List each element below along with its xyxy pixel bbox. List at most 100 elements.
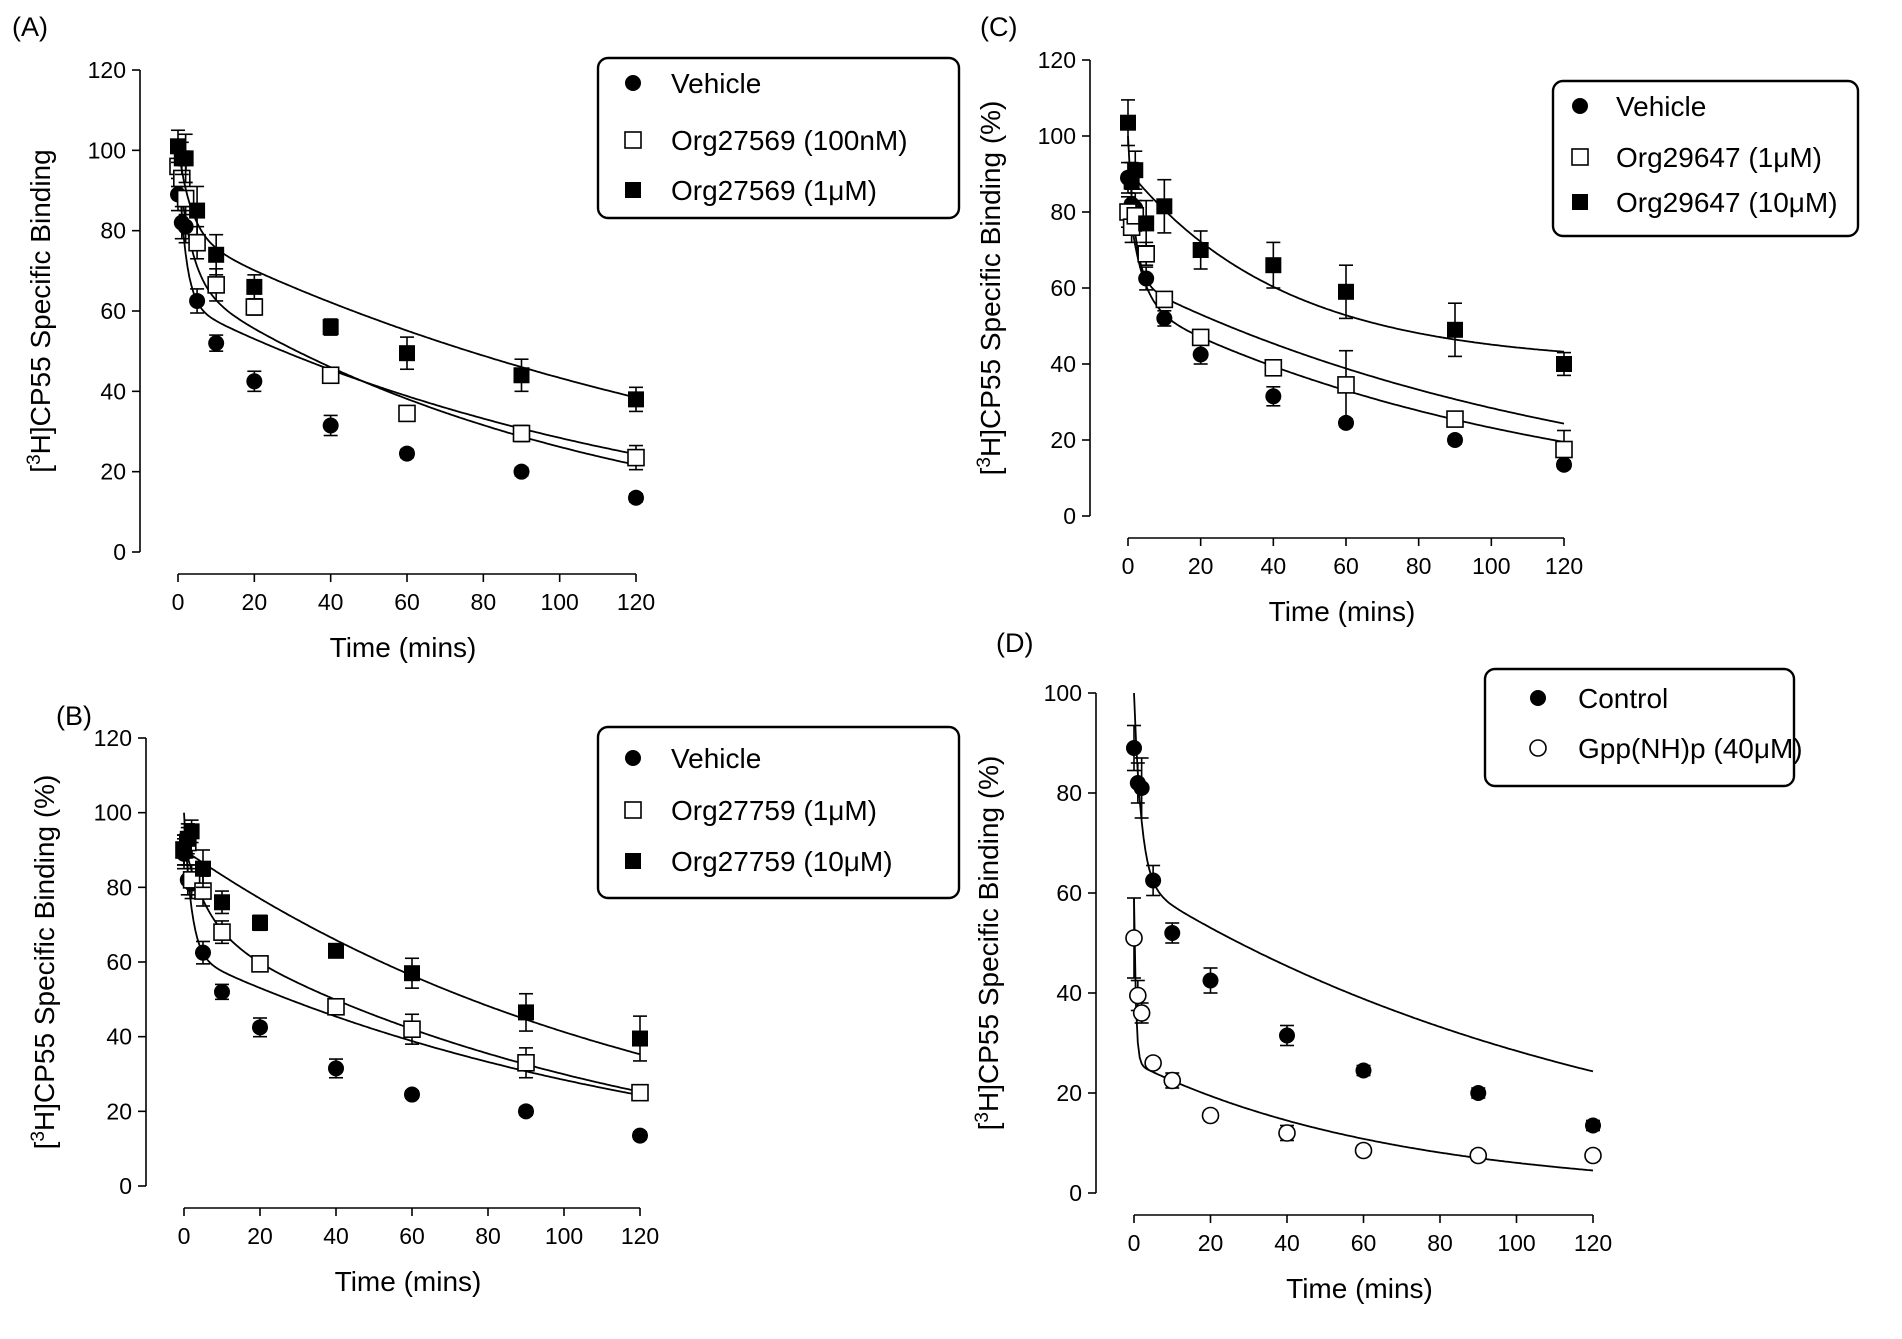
data-point <box>1192 242 1209 258</box>
legend: Vehicle Org29647 (1μM) Org29647 (10μM) <box>1551 79 1860 238</box>
data-point <box>1120 114 1136 131</box>
fit-curve <box>1127 169 1565 353</box>
fit-curve <box>1133 897 1594 1172</box>
x-tick-label: 100 <box>540 589 578 615</box>
data-point <box>1556 356 1572 372</box>
legend-marker <box>624 131 642 149</box>
y-axis-label-part: H]CP55 Specific Binding <box>25 149 56 454</box>
series-2 <box>1125 897 1602 1172</box>
y-tick-label: 80 <box>1056 780 1082 806</box>
data-point <box>399 445 415 462</box>
legend-marker <box>1572 194 1588 210</box>
y-axis-label-part: H]CP55 Specific Binding (%) <box>973 756 1004 1112</box>
data-point <box>518 1004 534 1021</box>
x-tick-label: 20 <box>242 589 268 615</box>
data-point <box>322 319 339 336</box>
series-2 <box>169 145 645 471</box>
data-point <box>404 1086 420 1103</box>
data-point <box>207 276 225 294</box>
legend: Control Gpp(NH)p (40μM) <box>1483 667 1803 788</box>
x-tick-label: 120 <box>621 1223 659 1249</box>
legend-marker <box>625 182 641 198</box>
data-point <box>1145 872 1162 889</box>
y-tick-label: 100 <box>88 137 126 163</box>
data-point <box>214 894 230 911</box>
x-tick-label: 100 <box>1472 553 1510 579</box>
chart-panel-a: (A) 0 20 40 60 80 100 120 0 20 40 60 80 100 120 Time (m… <box>12 12 961 663</box>
data-point <box>1201 1106 1220 1125</box>
data-point <box>252 914 268 931</box>
x-tick-label: 60 <box>394 589 420 615</box>
legend-marker <box>1572 98 1588 114</box>
data-point <box>177 218 194 235</box>
legend-marker <box>625 75 641 91</box>
y-tick-label: 20 <box>1050 427 1076 453</box>
x-axis-label: Time (mins) <box>330 632 477 663</box>
data-point <box>628 391 644 408</box>
data-point <box>1202 972 1219 989</box>
data-point <box>1278 1124 1296 1142</box>
data-point <box>1354 1141 1373 1160</box>
data-point <box>1138 215 1155 232</box>
x-axis-label: Time (mins) <box>1286 1273 1433 1304</box>
chart-panel-b: (B) 0 20 40 60 80 100 120 0 20 40 60 80 100 120 Time (m… <box>28 701 961 1297</box>
legend-label: Org27759 (1μM) <box>671 795 877 826</box>
y-axis-label: [3H]CP55 Specific Binding (%) <box>28 775 60 1150</box>
y-tick-label: 20 <box>100 459 126 485</box>
y-tick-label: 0 <box>119 1173 132 1199</box>
legend-label: Gpp(NH)p (40μM) <box>1578 733 1803 764</box>
chart-panel-d: (D) 0 20 40 60 80 100 0 20 40 60 80 100 120 Time (mins… <box>972 628 1803 1304</box>
data-point <box>328 942 344 959</box>
data-point <box>1555 440 1573 459</box>
y-tick-label: 80 <box>100 218 126 244</box>
y-axis-label-part: H]CP55 Specific Binding (%) <box>975 101 1006 457</box>
data-point <box>170 138 186 155</box>
x-tick-label: 80 <box>1427 1230 1453 1256</box>
legend-box <box>1551 79 1860 238</box>
series-1 <box>170 150 644 506</box>
y-axis-label-part: [ <box>975 467 1006 475</box>
legend-label: Vehicle <box>671 68 761 99</box>
data-point <box>517 1054 535 1072</box>
data-point <box>1144 1054 1162 1072</box>
x-tick-label: 40 <box>1274 1230 1300 1256</box>
data-point <box>1447 321 1463 338</box>
y-tick-label: 0 <box>113 539 126 565</box>
y-tick-label: 0 <box>1069 1180 1082 1206</box>
data-point <box>1155 290 1174 309</box>
fit-curve <box>177 150 637 456</box>
data-point <box>1127 162 1144 179</box>
data-point <box>627 448 645 467</box>
y-axis-label-part: [ <box>973 1122 1004 1130</box>
legend-box <box>596 56 961 220</box>
x-tick-label: 100 <box>545 1223 583 1249</box>
fit-curve <box>177 162 637 466</box>
data-point <box>628 489 644 506</box>
data-point <box>1338 283 1354 300</box>
legend-marker <box>625 750 641 766</box>
x-axis-label: Time (mins) <box>1269 596 1416 627</box>
y-tick-label: 20 <box>1056 1080 1082 1106</box>
data-point <box>1156 198 1173 215</box>
legend: Vehicle Org27759 (1μM) Org27759 (10μM) <box>596 725 961 900</box>
data-point <box>404 965 420 982</box>
data-point <box>246 373 263 390</box>
data-point <box>1446 410 1464 428</box>
y-axis-label-superscript: 3 <box>24 454 45 465</box>
panel-label: (A) <box>12 12 48 42</box>
data-point <box>1137 245 1155 263</box>
x-tick-label: 60 <box>399 1223 425 1249</box>
panel-label: (C) <box>980 12 1017 42</box>
data-point <box>177 150 194 167</box>
y-axis-label-superscript: 3 <box>28 1131 49 1142</box>
legend-marker <box>1529 739 1547 757</box>
data-point <box>1164 925 1181 941</box>
data-point <box>188 233 206 252</box>
data-point <box>1156 310 1173 327</box>
y-tick-label: 40 <box>100 378 126 404</box>
y-axis-label-superscript: 3 <box>974 457 995 468</box>
data-point <box>321 366 340 385</box>
y-tick-label: 80 <box>1050 199 1076 225</box>
data-point <box>214 983 230 1000</box>
y-axis-label-part: [ <box>29 1141 60 1149</box>
